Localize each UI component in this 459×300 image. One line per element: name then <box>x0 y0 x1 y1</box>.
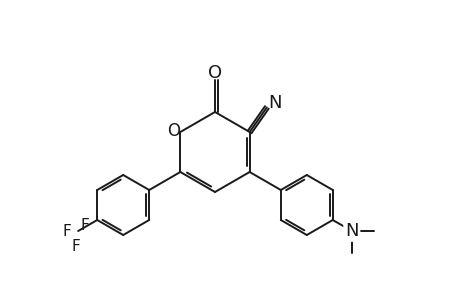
Text: F: F <box>62 224 71 238</box>
Text: N: N <box>344 222 358 240</box>
Text: O: O <box>167 122 179 140</box>
Text: N: N <box>268 94 281 112</box>
Text: O: O <box>207 64 222 82</box>
Text: F: F <box>72 238 81 253</box>
Text: F: F <box>81 218 90 233</box>
